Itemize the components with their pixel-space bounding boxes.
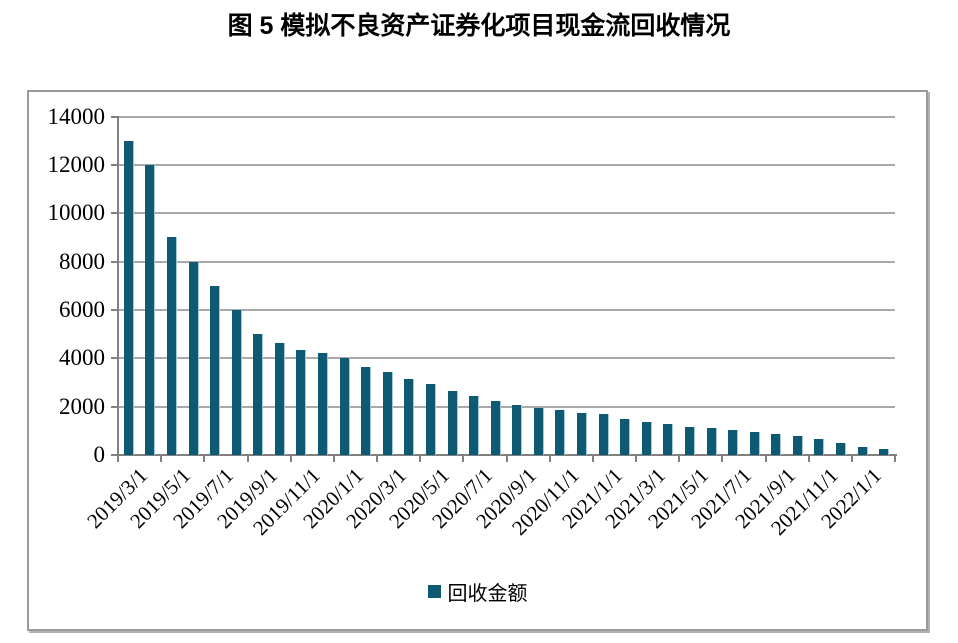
y-axis-tick-label: 6000	[59, 296, 105, 322]
bar	[339, 358, 350, 455]
bar	[447, 390, 458, 455]
bar	[425, 383, 436, 455]
chart-title: 图 5 模拟不良资产证券化项目现金流回收情况	[227, 12, 731, 40]
bar	[684, 427, 695, 455]
legend-marker-square	[427, 585, 441, 598]
bar	[231, 309, 242, 455]
x-axis-tick	[721, 455, 724, 462]
bar	[318, 353, 329, 455]
y-axis-tick-label: 14000	[47, 103, 106, 129]
bar	[382, 371, 393, 455]
y-gridline	[118, 212, 895, 215]
bar	[771, 433, 782, 455]
bar	[749, 432, 760, 455]
y-axis-tick	[111, 357, 118, 360]
bar	[404, 378, 415, 455]
x-axis-tick	[289, 455, 292, 462]
y-axis-tick	[111, 163, 118, 166]
bar	[598, 413, 609, 455]
x-axis-tick	[505, 455, 508, 462]
bar	[166, 237, 177, 455]
y-gridline	[118, 357, 895, 360]
x-axis-tick	[678, 455, 681, 462]
bar	[836, 443, 847, 455]
bar	[879, 448, 890, 455]
bar	[123, 140, 134, 455]
x-axis-tick	[246, 455, 249, 462]
y-gridline	[118, 405, 895, 408]
x-axis-line	[111, 454, 897, 456]
bar	[490, 400, 501, 455]
x-axis-tick	[376, 455, 378, 462]
y-axis-tick-label: 0	[93, 442, 106, 467]
x-axis-tick	[117, 455, 119, 462]
bar	[792, 435, 803, 455]
y-axis-tick-label: 10000	[47, 200, 106, 226]
x-axis-tick	[332, 455, 335, 462]
x-axis-tick	[462, 455, 465, 462]
bar	[706, 428, 717, 455]
y-axis-tick	[111, 260, 118, 263]
x-axis-tick	[894, 455, 896, 462]
x-axis-tick	[764, 455, 767, 462]
x-axis-tick	[548, 455, 551, 462]
bar	[663, 424, 674, 455]
x-axis-tick	[160, 455, 163, 462]
y-axis-tick-label: 12000	[47, 151, 106, 177]
x-axis-tick	[807, 455, 810, 462]
x-axis-tick	[203, 455, 206, 462]
y-axis-tick	[111, 405, 118, 408]
bar	[814, 439, 825, 455]
bar	[512, 404, 523, 455]
bar	[469, 395, 480, 455]
bar	[361, 366, 372, 455]
bar	[641, 421, 652, 455]
bar	[533, 407, 544, 455]
bar	[857, 446, 868, 455]
chart-frame	[27, 90, 928, 631]
bar	[253, 334, 264, 455]
chart-legend: 回收金额	[27, 577, 928, 606]
y-axis-tick	[111, 212, 118, 215]
legend-series-label: 回收金额	[447, 583, 528, 605]
y-axis-tick	[111, 115, 118, 118]
y-axis-tick-label: 2000	[59, 393, 105, 419]
y-axis-tick	[111, 308, 118, 311]
bar	[620, 419, 631, 455]
bar	[188, 261, 199, 455]
y-axis-tick-label: 4000	[59, 345, 105, 371]
y-gridline	[118, 308, 895, 311]
x-axis-tick	[419, 455, 422, 462]
bar	[274, 342, 285, 455]
x-axis-tick	[850, 455, 853, 462]
x-axis-tick	[635, 455, 637, 462]
bar	[210, 285, 221, 455]
bar	[296, 349, 307, 455]
y-axis-tick-label: 8000	[59, 248, 105, 274]
y-gridline	[118, 115, 895, 118]
bar	[555, 410, 566, 455]
x-axis-tick	[591, 455, 594, 462]
bar	[145, 164, 156, 455]
y-gridline	[118, 260, 895, 263]
y-axis-line	[117, 115, 119, 456]
bar	[577, 412, 588, 455]
y-gridline	[118, 163, 895, 166]
bar	[728, 429, 739, 455]
